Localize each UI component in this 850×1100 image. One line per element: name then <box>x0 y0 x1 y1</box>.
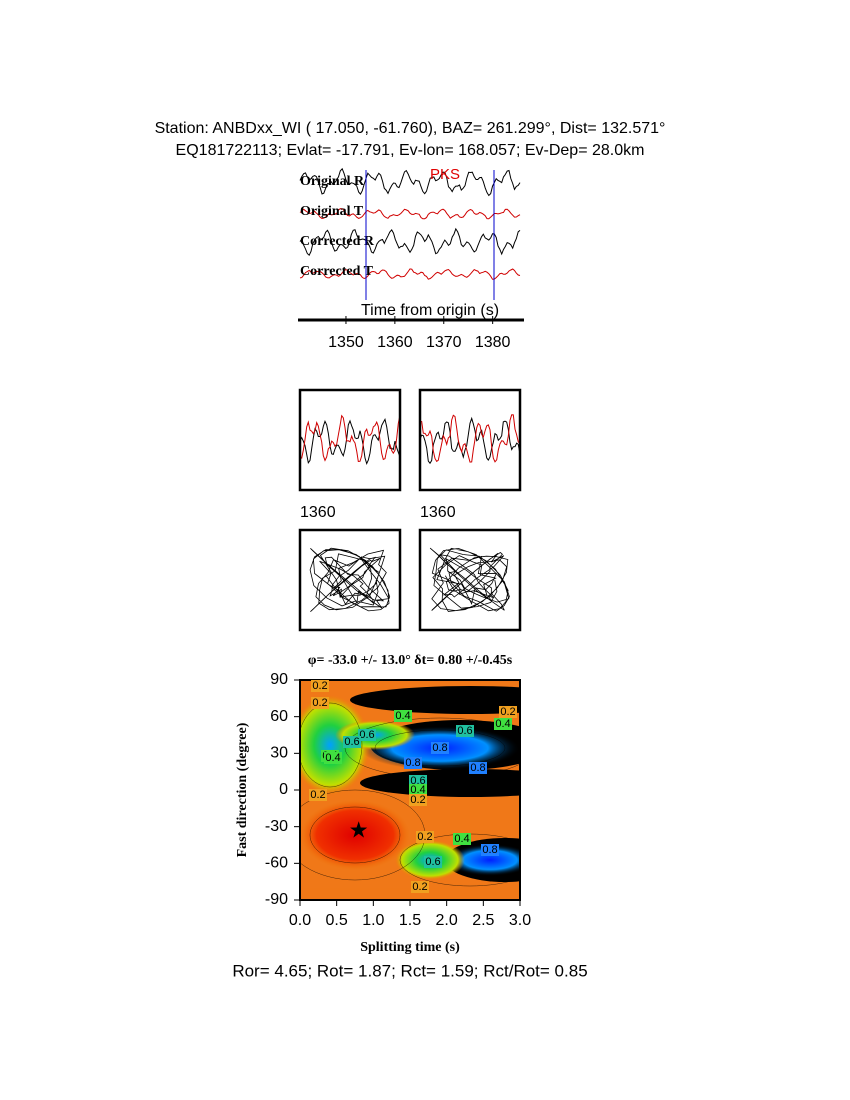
contour-label-box <box>409 794 427 806</box>
grid-plot: 0.0 0.5 1.0 1.5 2.0 2.5 3.0 -90 -60 -30 0 30 60 90 0.2… <box>265 671 531 929</box>
waveform <box>419 414 521 463</box>
contour-label-box <box>499 706 517 718</box>
contour-label-box <box>431 742 449 754</box>
contour-label: 0.2 <box>417 831 432 843</box>
contour-label-box <box>358 729 376 741</box>
contour-label: 0.6 <box>344 736 359 748</box>
x-tick-label: 1370 <box>426 334 462 351</box>
x-tick-label: 2.5 <box>472 912 494 929</box>
panel-frame <box>298 528 402 632</box>
contour-label: 0.8 <box>482 844 497 856</box>
contour-label: 0.2 <box>500 706 515 718</box>
panel-frame <box>298 388 402 492</box>
contour-label: 0.4 <box>454 833 469 845</box>
x-tick-label: 1.0 <box>362 912 384 929</box>
y-axis-label: Fast direction (degree) <box>235 722 250 857</box>
y-tick-label: 30 <box>270 745 288 762</box>
contour-label-box <box>409 784 427 796</box>
footer-stats: Ror= 4.65; Rot= 1.87; Rct= 1.59; Rct/Rot… <box>232 961 587 980</box>
phase-label: PKS <box>430 166 460 183</box>
particle-motion <box>429 547 510 612</box>
trace-label: Original R <box>300 174 365 189</box>
x-tick-label: 1360 <box>377 334 413 351</box>
plot-title: φ= -33.0 +/- 13.0° δt= 0.80 +/-0.45s <box>308 653 513 668</box>
x-axis-label: Splitting time (s) <box>360 940 460 955</box>
x-tick-label: 0.0 <box>289 912 311 929</box>
panel-frame <box>418 528 522 632</box>
contour-label: 0.4 <box>495 718 510 730</box>
contour-label-box <box>416 831 434 843</box>
contour-label-box <box>394 710 412 722</box>
contour-label-box <box>309 789 327 801</box>
y-tick-label: 60 <box>270 708 288 725</box>
station-line: Station: ANBDxx_WI ( 17.050, -61.760), B… <box>155 120 666 137</box>
contour-label-box <box>424 856 442 868</box>
trace-label: Corrected T <box>300 264 374 279</box>
waveform <box>299 227 521 257</box>
contour-label: 0.8 <box>405 757 420 769</box>
contour-label-box <box>469 762 487 774</box>
contour-label-box <box>456 725 474 737</box>
particle-motion <box>309 547 391 612</box>
panel-label: 1360 <box>300 504 336 521</box>
contour-label: 0.6 <box>410 775 425 787</box>
x-tick-label: 3.0 <box>509 912 531 929</box>
contour-label: 0.2 <box>310 789 325 801</box>
contour-label: 0.2 <box>412 881 427 893</box>
contour-label: 0.6 <box>457 725 472 737</box>
waveform <box>299 418 401 466</box>
contour-label-box <box>311 680 329 692</box>
contour-label-box <box>481 844 499 856</box>
waveform <box>299 167 521 197</box>
event-line: EQ181722113; Evlat= -17.791, Ev-lon= 168… <box>176 142 645 159</box>
y-tick-label: 90 <box>270 671 288 688</box>
waveform <box>299 268 521 280</box>
contour-label-box <box>453 833 471 845</box>
waveform <box>299 414 401 463</box>
trace-label: Corrected R <box>300 234 375 249</box>
y-tick-label: -90 <box>265 891 288 908</box>
contour-label: 0.2 <box>312 680 327 692</box>
contour-label: 0.8 <box>432 742 447 754</box>
waveform <box>299 208 521 220</box>
contour-label: 0.6 <box>425 856 440 868</box>
panel-label: 1360 <box>420 504 456 521</box>
trace-label: Original T <box>300 204 364 219</box>
y-tick-label: -30 <box>265 818 288 835</box>
time-axis-label: Time from origin (s) <box>361 302 499 319</box>
contour-label-box <box>404 757 422 769</box>
x-tick-label: 1380 <box>475 334 511 351</box>
x-tick-label: 0.5 <box>326 912 348 929</box>
y-tick-label: -60 <box>265 855 288 872</box>
contour-label-box <box>343 736 361 748</box>
particle-panels <box>298 388 522 632</box>
contour-label: 0.4 <box>325 752 340 764</box>
contour-label: 0.4 <box>410 784 425 796</box>
x-tick-label: 1.5 <box>399 912 421 929</box>
contour-label: 0.8 <box>470 762 485 774</box>
contour-label-box <box>324 752 342 764</box>
y-tick-label: 0 <box>279 781 288 798</box>
contour-label: 0.2 <box>410 794 425 806</box>
contour-label-box <box>311 697 329 709</box>
traces-panel: Original R Original T Corrected R Corrected… <box>299 167 521 351</box>
waveform <box>419 416 521 465</box>
x-tick-label: 2.0 <box>436 912 458 929</box>
contour-label: 0.2 <box>312 697 327 709</box>
best-fit-star <box>350 821 368 838</box>
contour-label: 0.6 <box>359 729 374 741</box>
contour-label-box <box>494 718 512 730</box>
contour-label: 0.4 <box>395 710 410 722</box>
x-tick-label: 1350 <box>328 334 364 351</box>
contour-label-box <box>411 881 429 893</box>
panel-frame <box>418 388 522 492</box>
